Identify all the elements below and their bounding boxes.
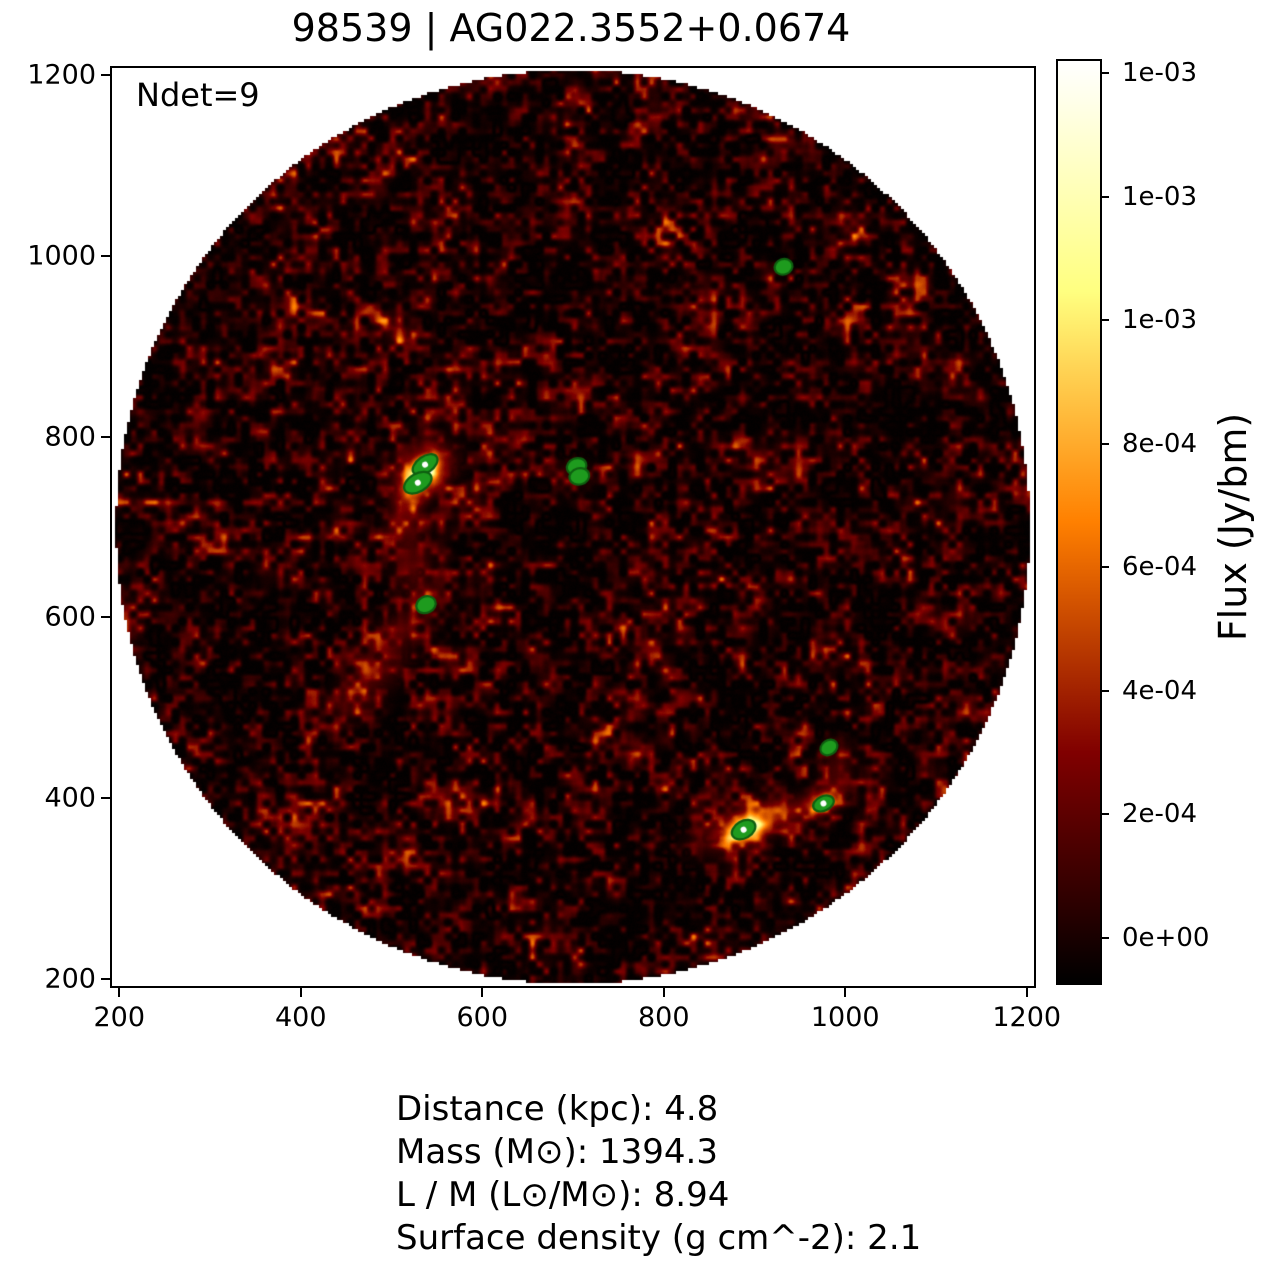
colorbar-tick-label: 1e-03 xyxy=(1122,305,1198,336)
y-tick-label: 1000 xyxy=(27,240,96,272)
colorbar-tick-label: 4e-04 xyxy=(1122,675,1198,706)
x-tick-mark xyxy=(118,988,121,997)
y-tick-label: 400 xyxy=(44,782,96,814)
x-tick-mark xyxy=(299,988,302,997)
stat-distance: Distance (kpc): 4.8 xyxy=(396,1089,719,1129)
colorbar-tick-mark xyxy=(1100,689,1109,692)
stats-block: Distance (kpc): 4.8 Mass (M⊙): 1394.3 L … xyxy=(396,1088,921,1260)
colorbar-tick-label: 2e-04 xyxy=(1122,799,1198,830)
stat-surface-density: Surface density (g cm^-2): 2.1 xyxy=(396,1218,922,1258)
y-tick-mark xyxy=(101,254,110,257)
colorbar-tick-mark xyxy=(1100,566,1109,569)
colorbar-tick-label: 8e-04 xyxy=(1122,428,1198,459)
y-tick-mark xyxy=(101,435,110,438)
plot-title: 98539 | AG022.3552+0.0674 xyxy=(291,6,851,50)
x-tick-label: 200 xyxy=(93,1002,146,1033)
y-tick-label: 800 xyxy=(44,421,96,453)
colorbar-tick-label: 6e-04 xyxy=(1122,552,1198,583)
stat-l-over-m: L / M (L⊙/M⊙): 8.94 xyxy=(396,1175,730,1215)
ndet-annotation: Ndet=9 xyxy=(136,76,260,114)
colorbar-tick-mark xyxy=(1100,813,1109,816)
y-tick-label: 600 xyxy=(44,601,96,633)
y-tick-mark xyxy=(101,74,110,77)
colorbar-tick-mark xyxy=(1100,936,1109,939)
heatmap-canvas xyxy=(112,68,1034,986)
colorbar-label: Flux (Jy/bm) xyxy=(1211,412,1255,642)
y-tick-mark xyxy=(101,797,110,800)
x-tick-mark xyxy=(662,988,665,997)
x-tick-mark xyxy=(481,988,484,997)
x-tick-mark xyxy=(1025,988,1028,997)
colorbar-tick-label: 1e-03 xyxy=(1122,181,1198,212)
colorbar-tick-mark xyxy=(1100,195,1109,198)
colorbar xyxy=(1056,59,1102,985)
colorbar-tick-mark xyxy=(1100,72,1109,75)
y-tick-label: 1200 xyxy=(27,59,96,91)
colorbar-tick-mark xyxy=(1100,442,1109,445)
x-tick-label: 1200 xyxy=(992,1002,1062,1033)
colorbar-tick-label: 1e-03 xyxy=(1122,58,1198,89)
x-tick-label: 400 xyxy=(274,1002,327,1033)
x-tick-label: 1000 xyxy=(810,1002,880,1033)
colorbar-tick-label: 0e+00 xyxy=(1122,922,1210,953)
y-tick-label: 200 xyxy=(44,963,96,995)
x-tick-label: 800 xyxy=(637,1002,690,1033)
stat-mass: Mass (M⊙): 1394.3 xyxy=(396,1132,718,1172)
y-tick-mark xyxy=(101,977,110,980)
colorbar-tick-mark xyxy=(1100,319,1109,322)
x-tick-mark xyxy=(844,988,847,997)
x-tick-label: 600 xyxy=(456,1002,509,1033)
y-tick-mark xyxy=(101,616,110,619)
plot-area: Ndet=9 xyxy=(110,66,1036,988)
